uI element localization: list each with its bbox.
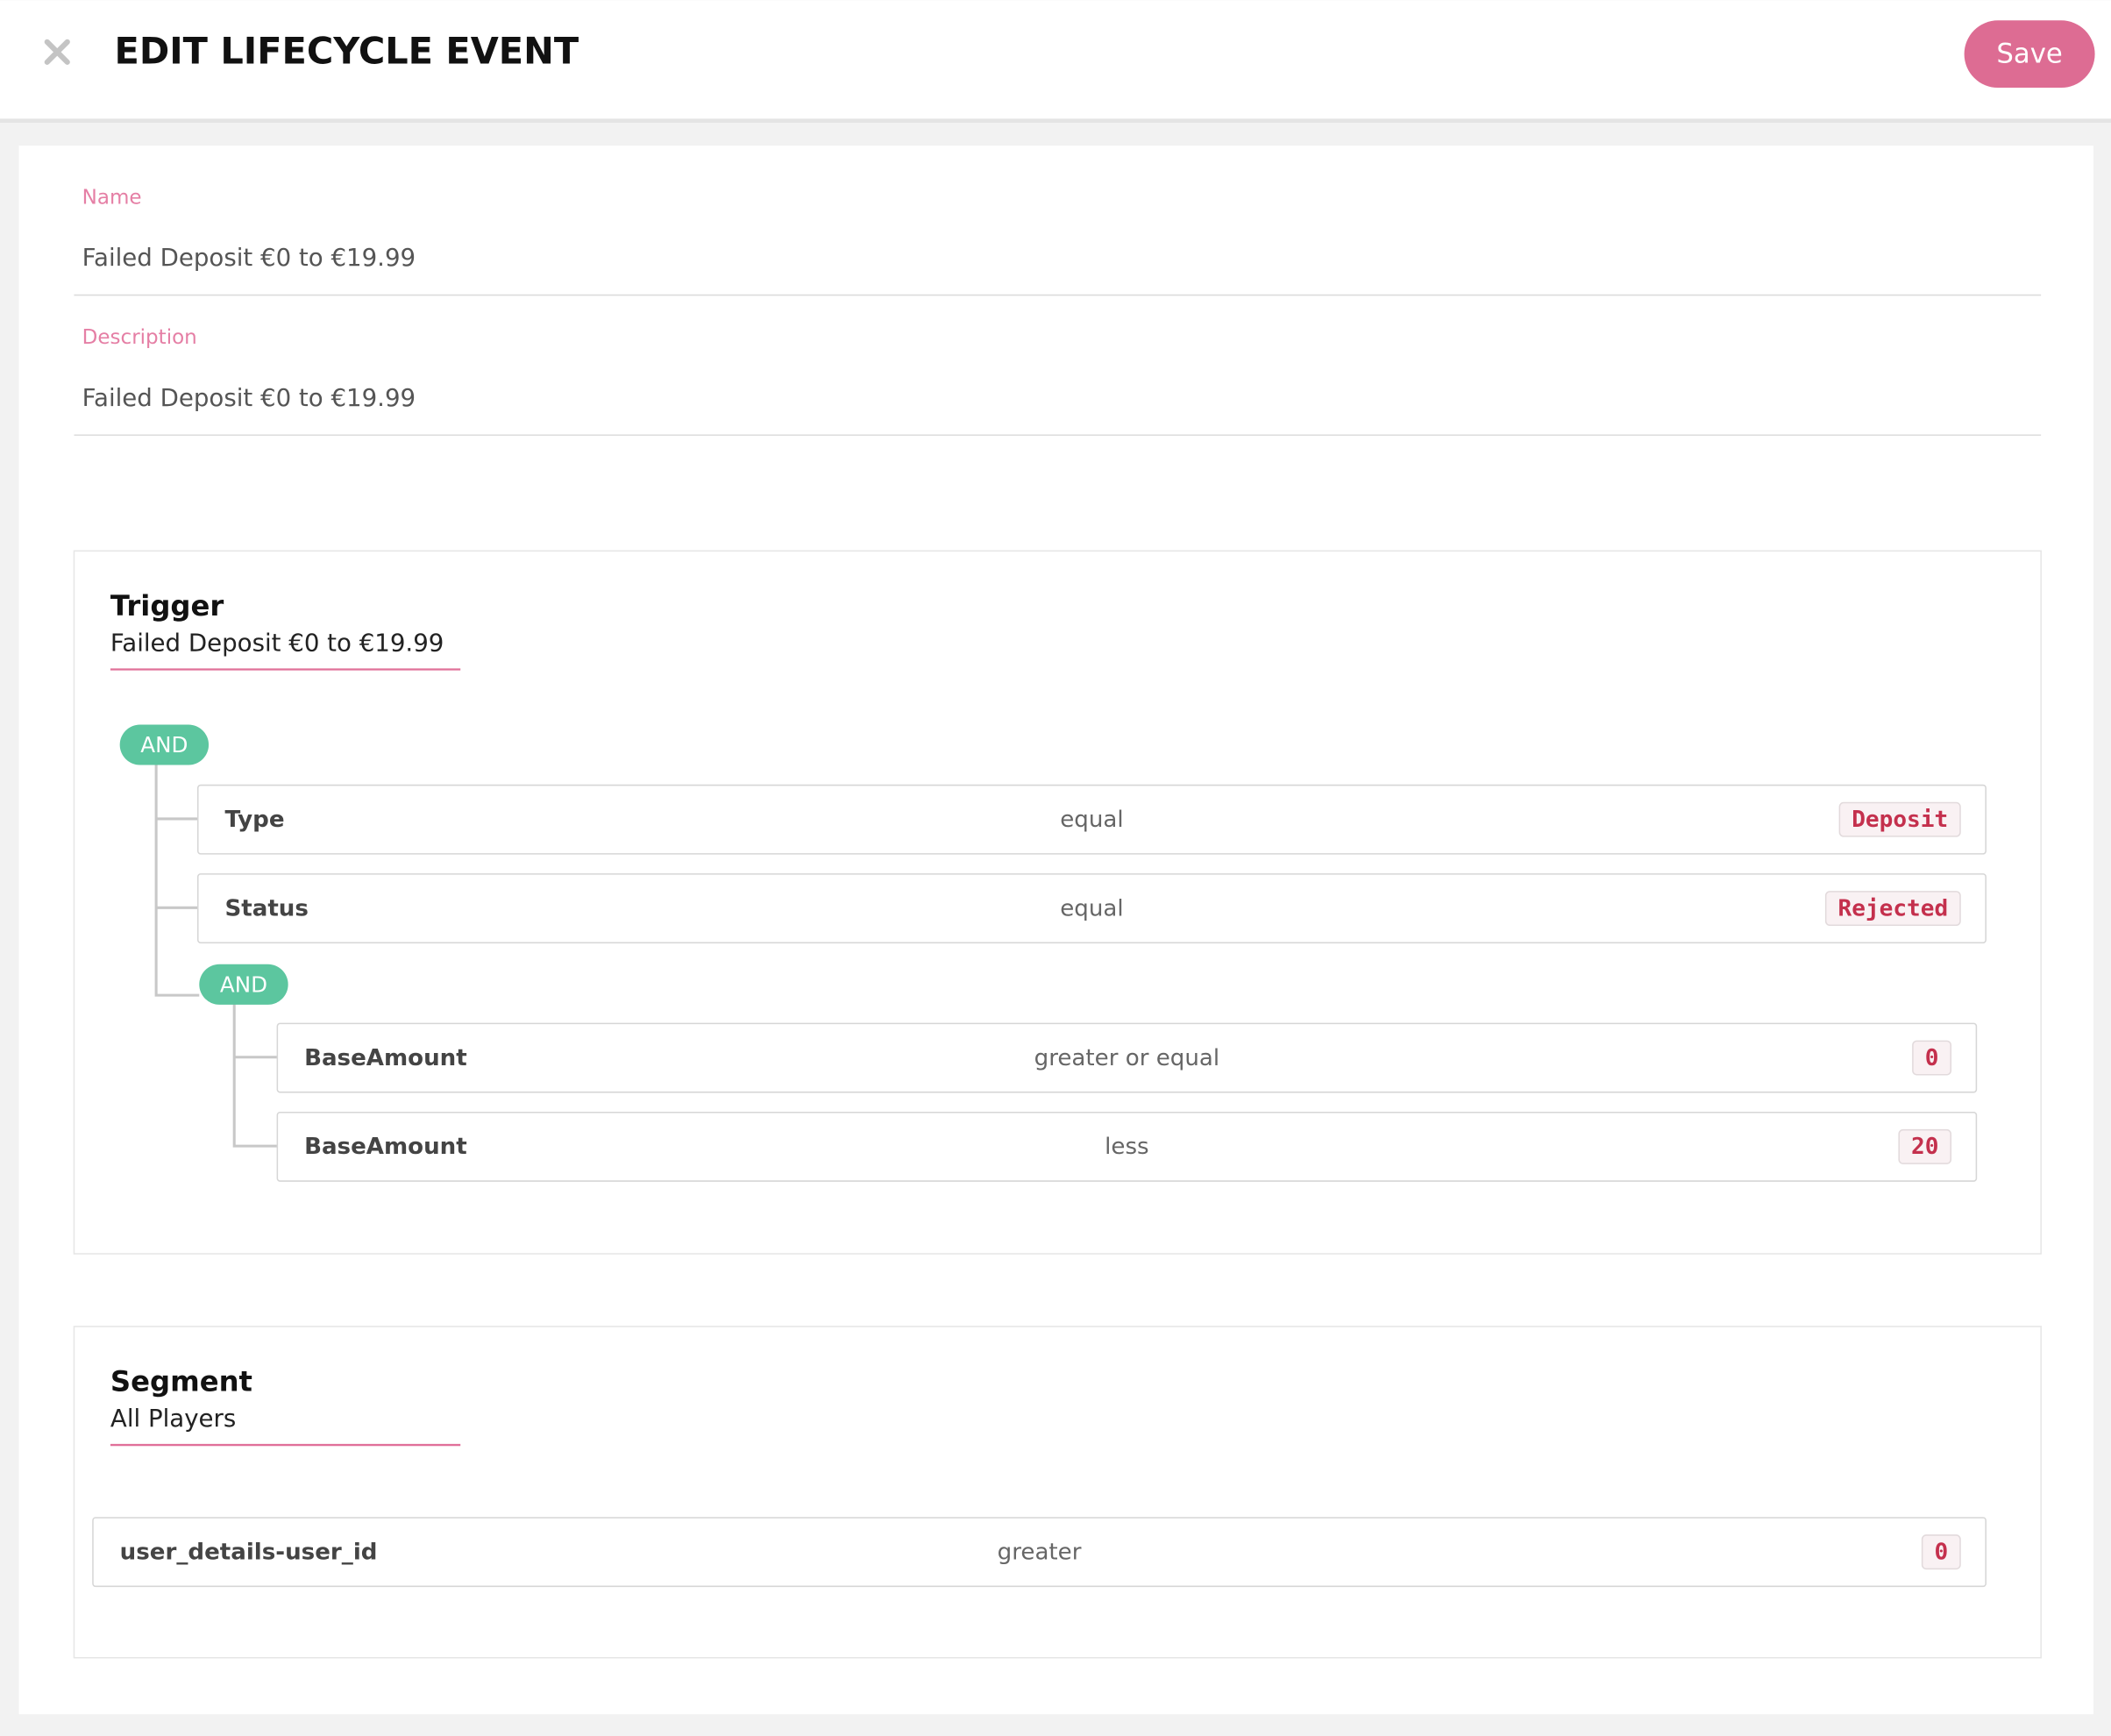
- operator-pill: [119, 724, 210, 765]
- condition-operator: equal: [1060, 807, 1123, 833]
- condition-field: Type: [224, 807, 284, 833]
- condition-field: BaseAmount: [304, 1134, 467, 1160]
- condition-field: user_details-user_id: [120, 1539, 378, 1565]
- value-badge: [1921, 1534, 1961, 1570]
- row-box: [92, 1517, 1987, 1588]
- condition-operator: equal: [1060, 895, 1123, 921]
- condition-row: user_details-user_id greater 0: [92, 1517, 1987, 1588]
- condition-value: 0: [1925, 1045, 1939, 1071]
- row-box: [196, 873, 1987, 943]
- operator-label: AND: [140, 732, 188, 758]
- save-button[interactable]: Save: [1964, 20, 2095, 89]
- tree-lines: [154, 765, 278, 1148]
- segment-panel: [73, 1326, 2042, 1659]
- condition-value: 20: [1911, 1134, 1938, 1160]
- condition-field: Status: [224, 895, 308, 921]
- condition-operator: less: [1105, 1134, 1149, 1160]
- condition-value: 0: [1934, 1539, 1948, 1565]
- section-title: Segment: [110, 1364, 252, 1398]
- section-subtitle[interactable]: Failed Deposit €0 to €19.99: [110, 628, 444, 657]
- row-box: [276, 1022, 1978, 1093]
- value-badge: [1838, 801, 1961, 837]
- field-label: Name: [82, 186, 142, 209]
- condition-row: Type equal Deposit: [196, 784, 1987, 855]
- name-field[interactable]: Name Failed Deposit €0 to €19.99: [74, 186, 2042, 296]
- value-badge: [1898, 1128, 1952, 1164]
- condition-row: Status equal Rejected: [196, 873, 1987, 943]
- field-value: Failed Deposit €0 to €19.99: [82, 243, 416, 272]
- condition-value: Deposit: [1852, 807, 1948, 833]
- condition-operator: greater or equal: [1034, 1045, 1219, 1071]
- condition-value: Rejected: [1837, 895, 1948, 921]
- header-bar: [0, 0, 2111, 119]
- value-badge: [1912, 1040, 1952, 1076]
- operator-pill: [199, 964, 288, 1005]
- row-box: [276, 1111, 1978, 1182]
- row-box: [196, 784, 1987, 855]
- description-field[interactable]: Description Failed Deposit €0 to €19.99: [74, 326, 2042, 437]
- condition-row: BaseAmount less 20: [276, 1111, 1978, 1182]
- condition-row: BaseAmount greater or equal 0: [276, 1022, 1978, 1093]
- value-badge: [1824, 891, 1961, 927]
- close-button[interactable]: [44, 39, 70, 65]
- section-title: Trigger: [110, 589, 224, 623]
- section-subtitle[interactable]: All Players: [110, 1404, 236, 1433]
- condition-field: BaseAmount: [304, 1045, 467, 1071]
- operator-label: AND: [220, 971, 267, 997]
- save-label[interactable]: Save: [1996, 39, 2062, 70]
- page-title: EDIT LIFECYCLE EVENT: [115, 31, 579, 73]
- field-value: Failed Deposit €0 to €19.99: [82, 383, 416, 412]
- field-label: Description: [82, 326, 197, 349]
- condition-operator: greater: [998, 1539, 1082, 1565]
- header-shadow: [0, 118, 2111, 123]
